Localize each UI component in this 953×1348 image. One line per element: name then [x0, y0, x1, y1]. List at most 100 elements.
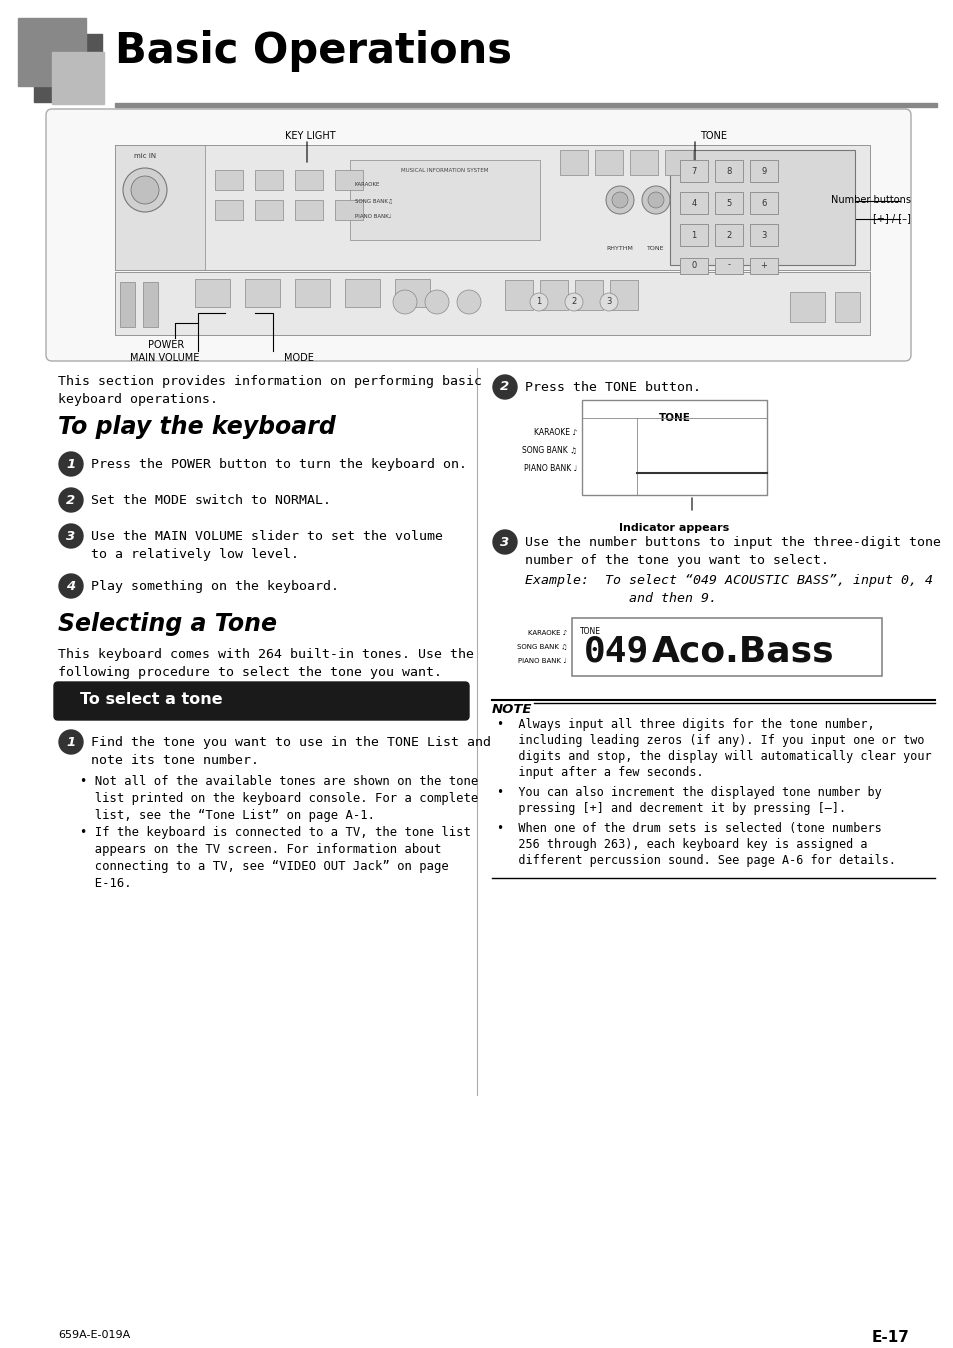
Text: 3: 3: [760, 231, 766, 240]
Bar: [254, 200, 283, 220]
Bar: [335, 200, 363, 220]
Bar: [714, 160, 742, 182]
Text: Use the number buttons to input the three-digit tone: Use the number buttons to input the thre…: [524, 537, 940, 549]
FancyBboxPatch shape: [46, 109, 910, 361]
Text: TONE: TONE: [579, 627, 600, 636]
Text: 5: 5: [725, 198, 731, 208]
Bar: [345, 279, 379, 307]
Bar: [789, 293, 824, 322]
Text: This keyboard comes with 264 built-in tones. Use the: This keyboard comes with 264 built-in to…: [58, 648, 474, 661]
Text: Basic Operations: Basic Operations: [115, 30, 512, 71]
Text: 1: 1: [67, 457, 75, 470]
Text: 1: 1: [67, 736, 75, 748]
Text: following procedure to select the tone you want.: following procedure to select the tone y…: [58, 666, 441, 679]
Text: Aco.Bass: Aco.Bass: [651, 634, 834, 669]
Text: KARAOKE ♪: KARAOKE ♪: [527, 630, 566, 636]
Text: POWER: POWER: [148, 340, 184, 350]
Bar: [294, 200, 323, 220]
Bar: [350, 160, 539, 240]
Text: TONE: TONE: [658, 412, 690, 423]
Text: including leading zeros (if any). If you input one or two: including leading zeros (if any). If you…: [497, 735, 923, 747]
Text: 7: 7: [691, 167, 696, 175]
Bar: [572, 617, 882, 675]
Bar: [669, 150, 854, 266]
Text: 9: 9: [760, 167, 766, 175]
Text: 1: 1: [691, 231, 696, 240]
Text: 2: 2: [500, 380, 509, 394]
Text: To select a tone: To select a tone: [80, 692, 222, 706]
Text: 3: 3: [67, 530, 75, 542]
Bar: [254, 170, 283, 190]
Text: KEY LIGHT: KEY LIGHT: [285, 131, 335, 142]
FancyBboxPatch shape: [581, 400, 766, 495]
Text: NOTE: NOTE: [492, 704, 532, 716]
Text: 4: 4: [67, 580, 75, 593]
Text: TONE: TONE: [646, 245, 664, 251]
Circle shape: [530, 293, 547, 311]
Bar: [714, 257, 742, 274]
Circle shape: [564, 293, 582, 311]
Circle shape: [647, 191, 663, 208]
Text: 2: 2: [725, 231, 731, 240]
Text: PIANO BANK♩: PIANO BANK♩: [355, 214, 391, 218]
Bar: [749, 160, 778, 182]
Text: MUSICAL INFORMATION SYSTEM: MUSICAL INFORMATION SYSTEM: [401, 168, 488, 173]
Circle shape: [493, 375, 517, 399]
Bar: [115, 102, 936, 106]
Text: 659A-E-019A: 659A-E-019A: [58, 1330, 131, 1340]
Text: SONG BANK♫: SONG BANK♫: [355, 198, 393, 204]
Text: E-17: E-17: [871, 1330, 909, 1345]
Text: Use the MAIN VOLUME slider to set the volume: Use the MAIN VOLUME slider to set the vo…: [91, 530, 442, 543]
Text: 2: 2: [571, 298, 576, 306]
Bar: [214, 170, 243, 190]
Bar: [749, 191, 778, 214]
Bar: [664, 150, 692, 175]
Bar: [539, 280, 567, 310]
FancyBboxPatch shape: [54, 682, 469, 720]
Bar: [504, 280, 533, 310]
Bar: [194, 279, 230, 307]
Circle shape: [59, 574, 83, 599]
Text: 6: 6: [760, 198, 766, 208]
Text: SONG BANK ♫: SONG BANK ♫: [517, 644, 566, 650]
Text: MODE: MODE: [284, 353, 314, 363]
Text: 4: 4: [691, 198, 696, 208]
Circle shape: [641, 186, 669, 214]
Text: 049: 049: [583, 634, 649, 669]
Circle shape: [393, 290, 416, 314]
Circle shape: [612, 191, 627, 208]
Bar: [714, 191, 742, 214]
Circle shape: [131, 177, 159, 204]
Text: 256 through 263), each keyboard key is assigned a: 256 through 263), each keyboard key is a…: [497, 838, 866, 851]
Circle shape: [424, 290, 449, 314]
Text: Find the tone you want to use in the TONE List and: Find the tone you want to use in the TON…: [91, 736, 491, 749]
Text: PIANO BANK ♩: PIANO BANK ♩: [523, 464, 577, 473]
Circle shape: [456, 290, 480, 314]
Bar: [609, 280, 638, 310]
Text: Number buttons: Number buttons: [830, 195, 910, 205]
Text: TONE: TONE: [700, 131, 726, 142]
Circle shape: [605, 186, 634, 214]
Text: 3: 3: [606, 298, 611, 306]
Text: list printed on the keyboard console. For a complete: list printed on the keyboard console. Fo…: [80, 793, 477, 805]
Bar: [294, 279, 330, 307]
Bar: [52, 53, 104, 104]
Bar: [679, 257, 707, 274]
Bar: [595, 150, 622, 175]
Text: to a relatively low level.: to a relatively low level.: [91, 549, 298, 561]
Bar: [629, 150, 658, 175]
Text: PIANO BANK ♩: PIANO BANK ♩: [518, 658, 566, 665]
Text: This section provides information on performing basic: This section provides information on per…: [58, 375, 481, 388]
Bar: [395, 279, 430, 307]
Bar: [834, 293, 859, 322]
Text: E-16.: E-16.: [80, 878, 132, 890]
Text: pressing [+] and decrement it by pressing [–].: pressing [+] and decrement it by pressin…: [497, 802, 845, 816]
Text: SONG BANK ♫: SONG BANK ♫: [521, 446, 577, 456]
Text: • Not all of the available tones are shown on the tone: • Not all of the available tones are sho…: [80, 775, 477, 789]
Text: number of the tone you want to select.: number of the tone you want to select.: [524, 554, 828, 568]
Text: • If the keyboard is connected to a TV, the tone list: • If the keyboard is connected to a TV, …: [80, 826, 471, 838]
Bar: [115, 146, 869, 270]
Bar: [294, 170, 323, 190]
Text: -: -: [727, 260, 730, 270]
Text: Play something on the keyboard.: Play something on the keyboard.: [91, 580, 338, 593]
